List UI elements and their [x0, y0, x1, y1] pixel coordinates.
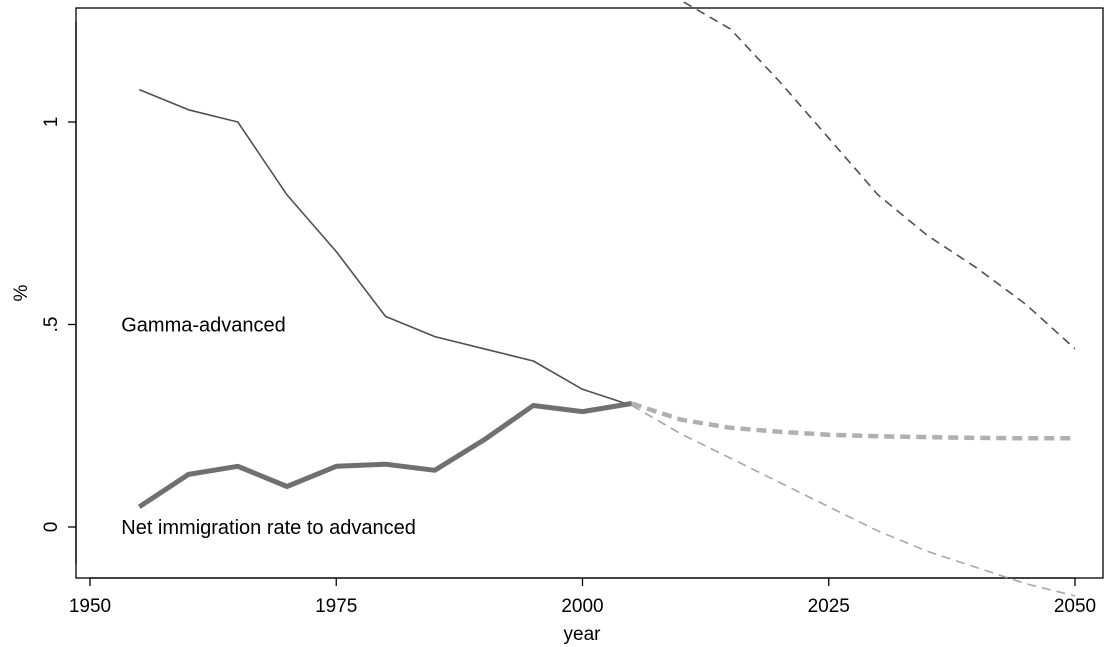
y-tick-label: 0: [41, 522, 62, 533]
series-line-2: [138, 88, 633, 407]
plot-frame: [75, 7, 1104, 579]
x-tick-label: 1975: [315, 596, 357, 617]
y-tick-label: .5: [41, 317, 62, 333]
series-annotation: Net immigration rate to advanced: [121, 517, 416, 539]
x-tick-label: 1950: [69, 596, 111, 617]
y-axis-label: %: [11, 284, 32, 301]
y-tick-label: 1: [41, 117, 62, 128]
series-layer: [137, 0, 1076, 597]
x-tick-label: 2050: [1054, 596, 1096, 617]
series-line-1: [678, 0, 1076, 350]
x-tick-label: 2000: [561, 596, 603, 617]
x-tick-label: 2025: [808, 596, 850, 617]
series-line-4: [137, 401, 633, 509]
x-axis: 1950 1975 2000 2025 2050: [69, 577, 1096, 617]
y-axis: 0.511.522.5: [41, 22, 77, 564]
series-line-3: [631, 404, 1076, 597]
series-line-5: [631, 401, 1075, 441]
x-axis-label: year: [564, 624, 602, 645]
series-annotation: Gamma-advanced: [121, 315, 286, 337]
